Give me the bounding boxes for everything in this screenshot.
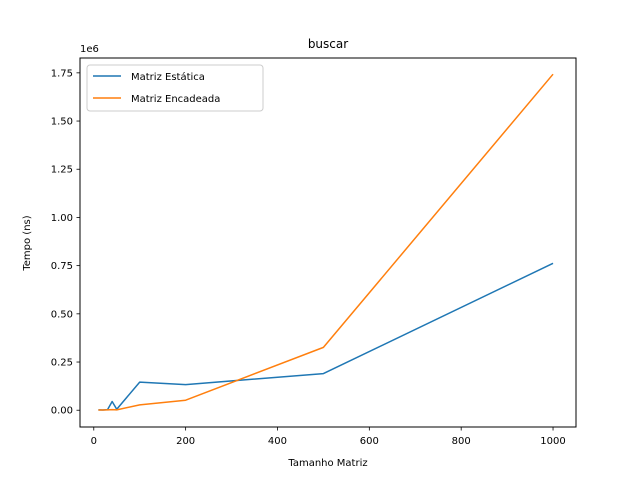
x-tick-label: 1000 [540, 436, 565, 447]
legend-label-matriz-encadeada: Matriz Encadeada [131, 94, 220, 105]
x-tick-label: 0 [91, 436, 97, 447]
series-line-matriz-encadeada [98, 73, 554, 411]
y-tick-label: 0.25 [51, 358, 73, 369]
x-tick-label: 200 [176, 436, 195, 447]
chart-title: buscar [308, 37, 348, 51]
x-axis-label: Tamanho Matriz [287, 458, 367, 469]
plot-frame [79, 57, 577, 428]
y-tick-label: 1.50 [51, 117, 73, 128]
legend: Matriz Estática Matriz Encadeada [86, 64, 264, 112]
y-offset-text: 1e6 [80, 44, 99, 55]
x-axis-ticks: 0 200 400 600 800 1000 [91, 427, 566, 447]
y-axis-ticks: 0.00 0.25 0.50 0.75 1.00 1.25 1.50 1.75 [51, 68, 80, 417]
y-tick-label: 0.75 [51, 261, 73, 272]
x-tick-label: 600 [360, 436, 379, 447]
y-axis-label: Tempo (ns) [22, 215, 33, 271]
x-tick-label: 400 [268, 436, 287, 447]
legend-box [86, 64, 264, 112]
legend-label-matriz-estatica: Matriz Estática [131, 71, 205, 83]
x-tick-label: 800 [452, 436, 471, 447]
y-tick-label: 1.00 [51, 213, 73, 224]
y-tick-label: 0.50 [51, 309, 73, 320]
plot-series [98, 73, 554, 411]
y-tick-label: 1.75 [51, 68, 73, 79]
y-tick-label: 1.25 [51, 165, 73, 176]
y-tick-label: 0.00 [51, 406, 73, 417]
